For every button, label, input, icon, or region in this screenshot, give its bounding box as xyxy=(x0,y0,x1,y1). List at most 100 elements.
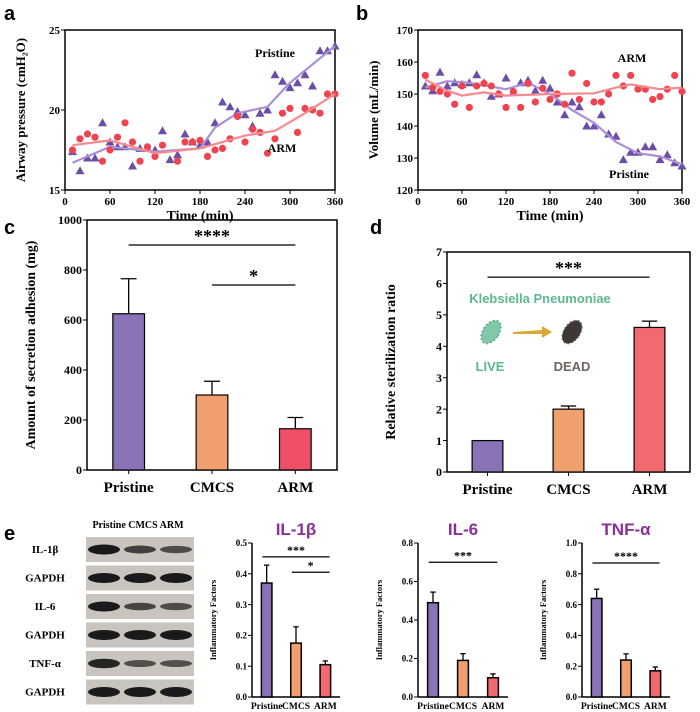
blot-band xyxy=(88,601,120,612)
bar-arm xyxy=(486,677,500,698)
data-point-pristine xyxy=(648,142,658,151)
data-point-pristine xyxy=(604,129,614,138)
y-axis-title: Inflammatory Factors xyxy=(374,579,384,660)
data-point-arm xyxy=(517,103,525,112)
data-point-pristine xyxy=(225,102,235,111)
data-point-pristine xyxy=(552,97,562,106)
x-tick-label: ARM xyxy=(632,482,668,498)
data-point-arm xyxy=(568,69,576,77)
blot-band xyxy=(160,573,192,583)
y-tick-label: 1000 xyxy=(58,213,82,227)
data-point-arm xyxy=(612,71,620,80)
y-axis-title: Inflammatory Factors xyxy=(538,579,548,660)
blot-band xyxy=(88,573,120,583)
data-point-pristine xyxy=(270,70,280,79)
chart-a-airway-pressure: 15 20 25 Airway pressure (cmH₂O) 0 60 120 180 24… xyxy=(13,25,344,224)
series-label-pristine: Pristine xyxy=(255,46,296,60)
blot-band xyxy=(124,660,156,667)
significance-label: *** xyxy=(454,548,472,562)
western-blot: Pristine CMCS ARM IL-1β GAPDH IL-6 GAPDH TNF… xyxy=(25,520,194,705)
data-point-arm xyxy=(128,138,137,146)
y-tick-label: 400 xyxy=(64,363,82,377)
data-point-arm xyxy=(233,112,242,120)
blot-band xyxy=(160,602,192,611)
x-tick-label: 60 xyxy=(457,196,469,208)
data-point-pristine xyxy=(677,161,687,170)
data-point-arm xyxy=(634,85,642,93)
bar-cmcs xyxy=(619,659,633,698)
x-tick-label: Pristine xyxy=(104,480,154,496)
x-tick-label: 180 xyxy=(192,196,209,208)
x-tick-label: ARM xyxy=(482,702,505,712)
blot-band xyxy=(160,545,192,554)
chart-title: TNF-α xyxy=(601,520,651,539)
x-tick-label: CMCS xyxy=(282,702,310,712)
x-tick-label: Pristine xyxy=(463,482,513,498)
trend-line-arm xyxy=(424,78,683,97)
x-tick-label: CMCS xyxy=(449,702,477,712)
x-tick-label: 300 xyxy=(630,196,647,208)
data-point-arm xyxy=(181,138,189,146)
bar-arm xyxy=(278,428,312,471)
significance-label: *** xyxy=(287,543,305,557)
data-point-arm xyxy=(502,103,510,112)
live-label: LIVE xyxy=(476,359,505,374)
y-tick-label: 3 xyxy=(436,371,442,385)
data-point-arm xyxy=(590,98,598,106)
data-point-pristine xyxy=(472,70,482,79)
y-tick-label: 2 xyxy=(436,402,442,416)
bar-arm xyxy=(633,326,666,473)
data-point-pristine xyxy=(567,97,577,106)
y-tick-label: 1 xyxy=(436,434,442,448)
x-tick-label: CMCS xyxy=(190,480,234,496)
data-point-pristine xyxy=(173,150,182,159)
data-point-arm xyxy=(451,100,459,108)
x-tick-label: ARM xyxy=(314,702,337,712)
y-tick-label: 140 xyxy=(397,121,414,133)
x-tick-label: 360 xyxy=(674,196,691,208)
x-tick-label: 120 xyxy=(498,196,515,208)
data-point-arm xyxy=(293,128,302,136)
y-tick-label: 0.4 xyxy=(236,569,248,579)
x-tick-label: 240 xyxy=(237,196,254,208)
blot-band xyxy=(88,544,120,555)
chart-c-secretion-adhesion: 0 200 400 600 800 1000 Amount of secretion adh… xyxy=(24,213,338,496)
data-point-arm xyxy=(421,71,429,80)
data-point-arm xyxy=(597,98,605,106)
y-tick-label: 150 xyxy=(397,89,414,101)
y-tick-label: 160 xyxy=(397,57,414,69)
data-point-arm xyxy=(458,82,466,90)
y-tick-label: 0.8 xyxy=(402,538,414,548)
trend-line-pristine xyxy=(72,45,336,164)
blot-band xyxy=(88,658,120,669)
y-tick-label: 800 xyxy=(64,263,82,277)
data-point-arm xyxy=(301,104,309,112)
y-tick-label: 0.0 xyxy=(566,692,578,702)
arrow-icon xyxy=(513,326,552,338)
y-tick-label: 0.5 xyxy=(236,538,248,548)
y-tick-label: 0.8 xyxy=(566,569,578,579)
data-point-pristine xyxy=(560,110,570,119)
bacteria-inset: Klebsiella Pneumoniae LIVE DEAD xyxy=(469,291,611,374)
panel-label-e: e xyxy=(4,523,15,545)
data-point-pristine xyxy=(98,118,107,127)
data-point-arm xyxy=(605,90,613,98)
data-point-arm xyxy=(627,71,635,80)
significance-label: **** xyxy=(614,549,638,563)
series-label-arm: ARM xyxy=(268,141,297,155)
data-point-arm xyxy=(68,146,77,154)
blot-band xyxy=(160,687,192,697)
blot-band xyxy=(124,687,156,697)
bar-cmcs xyxy=(456,659,470,698)
x-tick-label: 120 xyxy=(147,196,164,208)
data-point-pristine xyxy=(263,105,272,114)
data-point-pristine xyxy=(640,142,650,151)
y-tick-label: 130 xyxy=(397,153,414,165)
data-point-arm xyxy=(241,138,249,146)
bar-pristine xyxy=(112,313,146,471)
data-point-pristine xyxy=(501,73,511,82)
y-tick-label: 25 xyxy=(49,25,61,37)
blot-band xyxy=(160,660,192,667)
x-tick-label: 360 xyxy=(327,196,344,208)
